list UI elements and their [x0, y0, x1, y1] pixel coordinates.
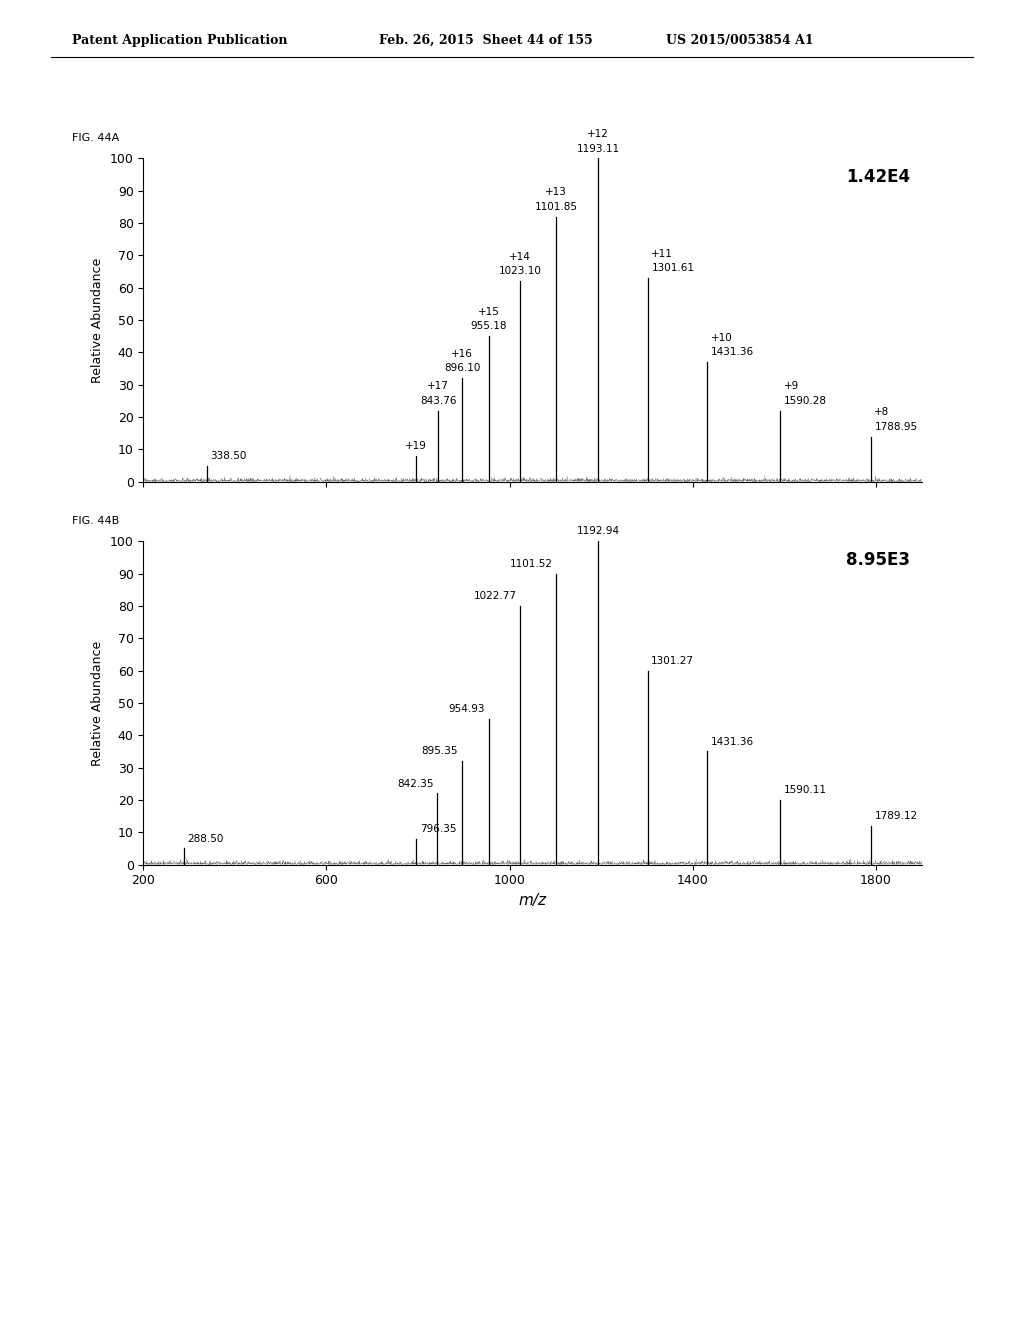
Text: 1431.36: 1431.36	[711, 737, 754, 747]
Text: +13: +13	[545, 187, 567, 197]
Text: 1431.36: 1431.36	[711, 347, 754, 358]
Text: +9: +9	[783, 381, 799, 391]
Text: FIG. 44B: FIG. 44B	[72, 516, 119, 527]
Text: 1022.77: 1022.77	[473, 591, 516, 601]
Text: 843.76: 843.76	[420, 396, 457, 405]
Text: 1101.85: 1101.85	[535, 202, 578, 211]
Text: 1301.61: 1301.61	[651, 263, 694, 273]
Text: 896.10: 896.10	[443, 363, 480, 374]
Text: 1023.10: 1023.10	[499, 267, 542, 276]
Text: 338.50: 338.50	[210, 450, 247, 461]
Text: +14: +14	[509, 252, 531, 261]
Text: 1301.27: 1301.27	[651, 656, 694, 665]
Text: 8.95E3: 8.95E3	[846, 550, 910, 569]
Text: Patent Application Publication: Patent Application Publication	[72, 33, 287, 46]
Text: 1590.28: 1590.28	[783, 396, 826, 405]
Text: 1.42E4: 1.42E4	[846, 168, 910, 186]
Text: +15: +15	[478, 306, 500, 317]
Text: 1788.95: 1788.95	[874, 421, 918, 432]
X-axis label: m/z: m/z	[518, 892, 547, 908]
Text: 1192.94: 1192.94	[577, 527, 620, 536]
Text: FIG. 44A: FIG. 44A	[72, 133, 119, 144]
Text: US 2015/0053854 A1: US 2015/0053854 A1	[666, 33, 813, 46]
Text: 955.18: 955.18	[471, 321, 507, 331]
Text: +12: +12	[587, 129, 609, 139]
Text: +19: +19	[406, 441, 427, 451]
Y-axis label: Relative Abundance: Relative Abundance	[91, 257, 104, 383]
Text: Feb. 26, 2015  Sheet 44 of 155: Feb. 26, 2015 Sheet 44 of 155	[379, 33, 593, 46]
Text: +10: +10	[711, 333, 732, 343]
Text: 842.35: 842.35	[397, 779, 434, 788]
Text: 1193.11: 1193.11	[577, 144, 620, 153]
Text: 1789.12: 1789.12	[874, 810, 918, 821]
Text: 1590.11: 1590.11	[783, 785, 826, 795]
Text: 796.35: 796.35	[420, 824, 457, 834]
Text: 1101.52: 1101.52	[509, 558, 552, 569]
Text: +11: +11	[651, 248, 673, 259]
Text: 895.35: 895.35	[422, 746, 458, 756]
Text: +17: +17	[427, 381, 449, 391]
Text: 288.50: 288.50	[187, 833, 224, 843]
Text: +8: +8	[874, 407, 890, 417]
Text: +16: +16	[452, 348, 473, 359]
Text: 954.93: 954.93	[449, 704, 485, 714]
Y-axis label: Relative Abundance: Relative Abundance	[91, 640, 104, 766]
